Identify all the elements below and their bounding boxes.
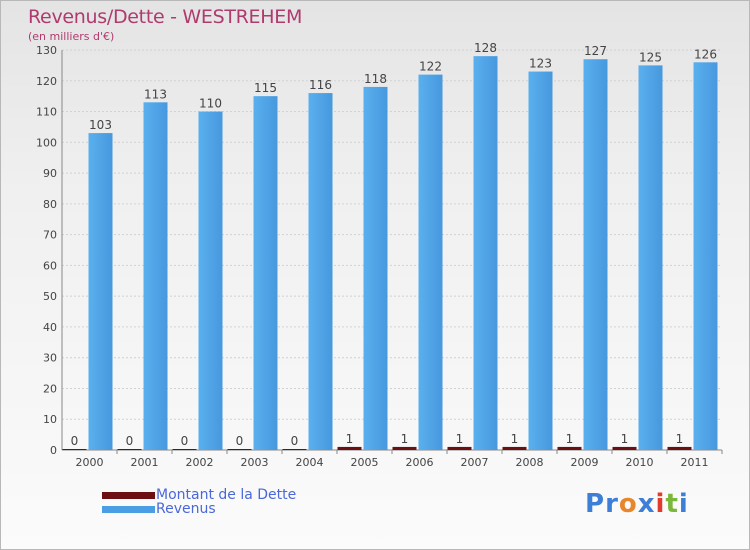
bar-dette-2011 <box>667 446 692 450</box>
data-label-dette-2002: 0 <box>181 434 189 448</box>
logo-letter: i <box>678 489 689 519</box>
x-tick-label-2000: 2000 <box>76 456 104 469</box>
logo-letter: t <box>665 489 679 519</box>
legend-swatch-dette <box>102 492 155 499</box>
data-label-dette-2010: 1 <box>621 432 629 446</box>
legend-label-revenus: Revenus <box>156 501 216 517</box>
bar-revenus-2003 <box>253 96 278 451</box>
y-tick-label-110: 110 <box>36 106 57 119</box>
legend-swatch-revenus <box>102 506 155 513</box>
x-tick-label-2006: 2006 <box>406 456 434 469</box>
bar-revenus-2002 <box>198 111 223 451</box>
bar-dette-2002 <box>172 449 197 450</box>
data-label-revenus-2009: 127 <box>584 44 607 58</box>
bar-revenus-2006 <box>418 74 443 450</box>
data-label-revenus-2011: 126 <box>694 47 717 61</box>
data-label-revenus-2008: 123 <box>529 57 552 71</box>
legend-label-dette: Montant de la Dette <box>156 487 297 503</box>
x-tick-label-2011: 2011 <box>681 456 709 469</box>
data-label-dette-2005: 1 <box>346 432 354 446</box>
data-label-revenus-2002: 110 <box>199 97 222 111</box>
data-label-revenus-2003: 115 <box>254 81 277 95</box>
data-label-dette-2006: 1 <box>401 432 409 446</box>
data-label-revenus-2001: 113 <box>144 87 167 101</box>
y-tick-label-20: 20 <box>43 382 57 395</box>
bar-dette-2000 <box>62 449 87 450</box>
y-tick-label-30: 30 <box>43 352 57 365</box>
bar-revenus-2009 <box>583 59 608 450</box>
bar-dette-2006 <box>392 446 417 450</box>
y-tick-label-90: 90 <box>43 167 57 180</box>
x-tick-label-2002: 2002 <box>186 456 214 469</box>
bar-revenus-2010 <box>638 65 663 450</box>
data-label-dette-2000: 0 <box>71 434 79 448</box>
bar-revenus-2001 <box>143 102 168 451</box>
logo-letter: o <box>618 489 638 519</box>
bar-revenus-2000 <box>88 133 113 451</box>
bar-dette-2001 <box>117 449 142 450</box>
data-label-revenus-2006: 122 <box>419 60 442 74</box>
x-tick-label-2005: 2005 <box>351 456 379 469</box>
y-tick-label-100: 100 <box>36 136 57 149</box>
data-label-dette-2003: 0 <box>236 434 244 448</box>
proxiti-logo: Proxiti <box>585 489 689 519</box>
data-label-dette-2008: 1 <box>511 432 519 446</box>
bar-dette-2004 <box>282 449 307 450</box>
data-label-dette-2001: 0 <box>126 434 134 448</box>
x-tick-label-2010: 2010 <box>626 456 654 469</box>
x-tick-label-2008: 2008 <box>516 456 544 469</box>
bar-revenus-2004 <box>308 93 333 451</box>
data-label-revenus-2000: 103 <box>89 118 112 132</box>
logo-letter: P <box>585 489 606 519</box>
data-label-dette-2011: 1 <box>676 432 684 446</box>
chart-title: Revenus/Dette - WESTREHEM <box>28 6 303 28</box>
y-tick-label-0: 0 <box>50 444 57 457</box>
logo-letter: i <box>655 489 666 519</box>
bar-dette-2010 <box>612 446 637 450</box>
logo-letter: r <box>605 489 619 519</box>
x-tick-label-2001: 2001 <box>131 456 159 469</box>
y-tick-label-10: 10 <box>43 413 57 426</box>
bar-revenus-2011 <box>693 62 718 451</box>
bar-dette-2007 <box>447 446 472 450</box>
y-tick-label-40: 40 <box>43 321 57 334</box>
data-label-dette-2007: 1 <box>456 432 464 446</box>
y-tick-label-70: 70 <box>43 229 57 242</box>
bar-revenus-2005 <box>363 86 388 450</box>
y-tick-label-120: 120 <box>36 75 57 88</box>
bar-dette-2005 <box>337 446 362 450</box>
y-tick-label-60: 60 <box>43 259 57 272</box>
x-tick-label-2009: 2009 <box>571 456 599 469</box>
data-label-revenus-2005: 118 <box>364 72 387 86</box>
y-tick-label-80: 80 <box>43 198 57 211</box>
bar-revenus-2007 <box>473 56 498 451</box>
data-label-dette-2004: 0 <box>291 434 299 448</box>
data-label-revenus-2010: 125 <box>639 50 662 64</box>
x-tick-label-2004: 2004 <box>296 456 324 469</box>
data-label-revenus-2004: 116 <box>309 78 332 92</box>
logo-letter: x <box>637 489 656 519</box>
y-tick-label-130: 130 <box>36 44 57 57</box>
x-tick-label-2007: 2007 <box>461 456 489 469</box>
bar-revenus-2008 <box>528 71 553 451</box>
bar-dette-2003 <box>227 449 252 450</box>
bar-dette-2009 <box>557 446 582 450</box>
chart-subtitle: (en milliers d'€) <box>28 30 115 43</box>
y-tick-label-50: 50 <box>43 290 57 303</box>
data-label-revenus-2007: 128 <box>474 41 497 55</box>
bar-dette-2008 <box>502 446 527 450</box>
x-tick-label-2003: 2003 <box>241 456 269 469</box>
data-label-dette-2009: 1 <box>566 432 574 446</box>
